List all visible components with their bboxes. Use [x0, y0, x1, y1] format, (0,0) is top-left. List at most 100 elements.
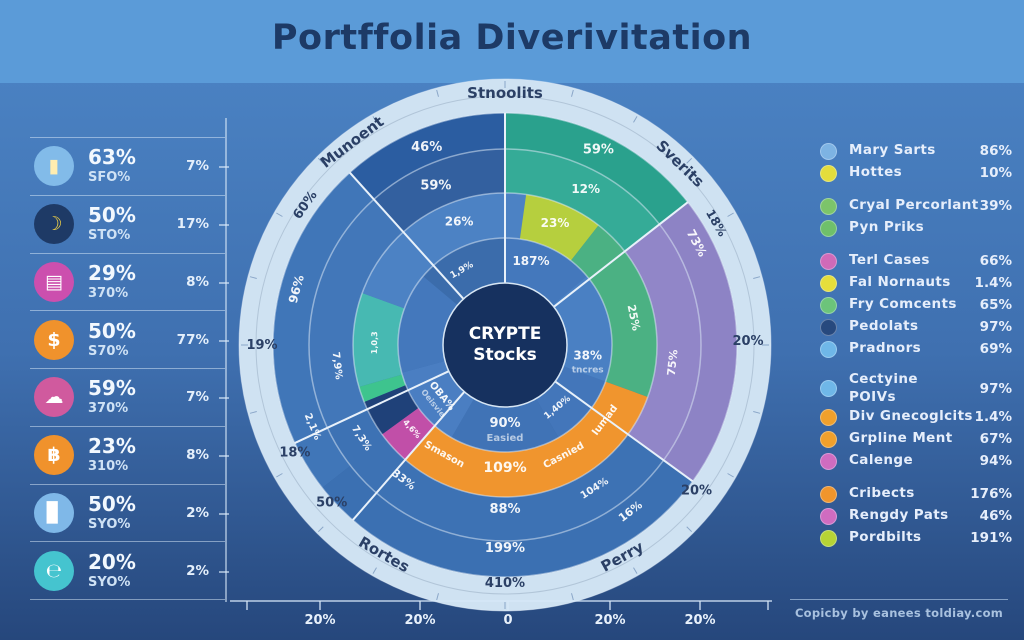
legend-value: 39% [979, 198, 1012, 214]
stat-texts: 50% S70% [88, 318, 136, 360]
chart-label: 18% [279, 446, 310, 461]
tick-dash [219, 397, 229, 400]
legend-dot-icon [820, 219, 837, 237]
ring-segment [505, 113, 688, 225]
legend-value: 46% [979, 508, 1012, 525]
legend-item: Div Gnecoglcits 1.4% [820, 406, 1012, 428]
ring-tick [276, 212, 283, 217]
sidebar-stat-row: $50% S70% 77% [30, 310, 229, 368]
stat-main-value: 29% [88, 260, 136, 285]
legend-value: 94% [979, 453, 1012, 470]
chart-label: 199% [485, 541, 525, 556]
cat-icon: ☽ [34, 204, 74, 245]
sidebar-stat-row: ☁ 59% 370% 7% [30, 368, 229, 426]
stat-main-value: 20% [88, 549, 136, 574]
chart-label: 23% [541, 216, 570, 230]
legend-label: Div Gnecoglcits [849, 408, 973, 425]
legend-item: Fal Nornauts 1.4% [820, 272, 1012, 294]
stat-sub-value: STO% [88, 228, 131, 244]
ring-segment [403, 193, 505, 266]
chart-label: 1,0,3 [370, 331, 379, 354]
stat-texts: 50% SYO% [88, 492, 136, 533]
outer-pale-ring [239, 79, 771, 611]
ring-tick [633, 116, 638, 123]
stat-texts: 29% 370% [88, 260, 136, 302]
sidebar-stat-row: ▤ 29% 370% 8% [30, 252, 229, 311]
ring-tick [727, 212, 734, 217]
ring-segment [519, 194, 599, 261]
stat-right-value: 7% [186, 389, 209, 406]
legend-label: Terl Cases [849, 252, 930, 269]
stat-main-value: 50% [88, 203, 136, 228]
stat-sub-value: SYO% [88, 516, 131, 532]
ring-tick [436, 89, 439, 97]
legend-item: Pedolats 97% [820, 316, 1012, 338]
legend-item: Pyn Priks [820, 217, 1012, 239]
stat-main-value: 50% [88, 318, 136, 343]
legend-item: Fry Comcents 65% [820, 294, 1012, 316]
legend-dot-icon [820, 408, 837, 426]
ring-segment [451, 398, 559, 452]
legend-item: Hottes 10% [820, 162, 1012, 184]
ring-tick [753, 411, 761, 414]
stat-right-value: 2% [186, 562, 209, 579]
legend-dot-icon [820, 142, 837, 160]
ring-segment [349, 113, 505, 200]
segment-divider [349, 171, 465, 300]
legend-label: Cribects [849, 485, 915, 502]
chart-label: Stnoolits [467, 84, 543, 102]
legend-label: Calenge [849, 452, 914, 469]
chart-label: 109% [483, 460, 526, 476]
legend-dot-icon [820, 296, 837, 314]
stat-sub-value: SFO% [88, 170, 131, 186]
segment-divider [294, 370, 450, 444]
stat-sub-value: SYO% [88, 574, 131, 590]
sidebar-stat-row: ℮ 20% SYO% 2% [30, 541, 229, 600]
chart-label: 20% [681, 484, 712, 499]
ring-tick [753, 276, 761, 279]
legend-item: Cectyine POIVs 97% [820, 371, 1012, 406]
legend-value: 97% [979, 380, 1012, 397]
sidebar-axis-line [225, 118, 227, 602]
chart-label: 50% [316, 496, 347, 511]
stat-sub-value: 310% [88, 459, 129, 475]
legend-item: Pordbilts 191% [820, 527, 1012, 549]
page-title: Portffolia Diverivitation [271, 18, 753, 58]
stat-sub-value: 370% [88, 285, 129, 301]
legend-value: 1.4% [974, 275, 1012, 291]
cloud-icon: ☁ [34, 377, 74, 418]
sidebar-stat-row: ฿ 23% 310% 8% [30, 425, 229, 484]
ring-segment [382, 407, 435, 460]
legend-item: Cryal Percorlant 39% [820, 195, 1012, 217]
chart-label: 59% [583, 143, 614, 158]
ring-tick [571, 593, 574, 601]
ring-tick [633, 567, 638, 574]
segment-divider [554, 380, 694, 483]
legend-dot-icon [820, 318, 837, 336]
legend-item: Grpline Ment 67% [820, 428, 1012, 450]
stat-main-value: 63% [88, 145, 136, 170]
stat-right-value: 17% [176, 216, 209, 233]
stat-main-value: 59% [88, 376, 136, 401]
chart-label: 19% [246, 338, 277, 353]
legend-value: 86% [979, 143, 1012, 159]
tick-dash [219, 339, 229, 342]
ring-segment [353, 293, 405, 387]
ring-segment [364, 385, 419, 435]
legend: Mary Sarts 86% Hottes 10% Cryal Percorlant 39… [820, 140, 1012, 549]
chart-label: 7,9% [330, 351, 344, 380]
legend-label: Fal Nornauts [849, 274, 951, 291]
legend-label: Cryal Percorlant [849, 197, 979, 214]
e-icon: ℮ [34, 550, 74, 591]
legend-label: Grpline Ment [849, 430, 953, 447]
stat-texts: 50% STO% [88, 204, 136, 244]
legend-dot-icon [820, 164, 837, 182]
chart-label: 187% [512, 254, 549, 268]
ring-segment [505, 193, 527, 240]
bitcoin-icon: ฿ [34, 435, 74, 476]
legend-value: 1.4% [974, 409, 1012, 426]
legend-item: Pradnors 69% [820, 338, 1012, 360]
legend-value: 97% [979, 319, 1012, 335]
legend-item: Mary Sarts 86% [820, 140, 1012, 162]
copyright-text: Copicby by eanees toldiay.com [794, 606, 1004, 620]
